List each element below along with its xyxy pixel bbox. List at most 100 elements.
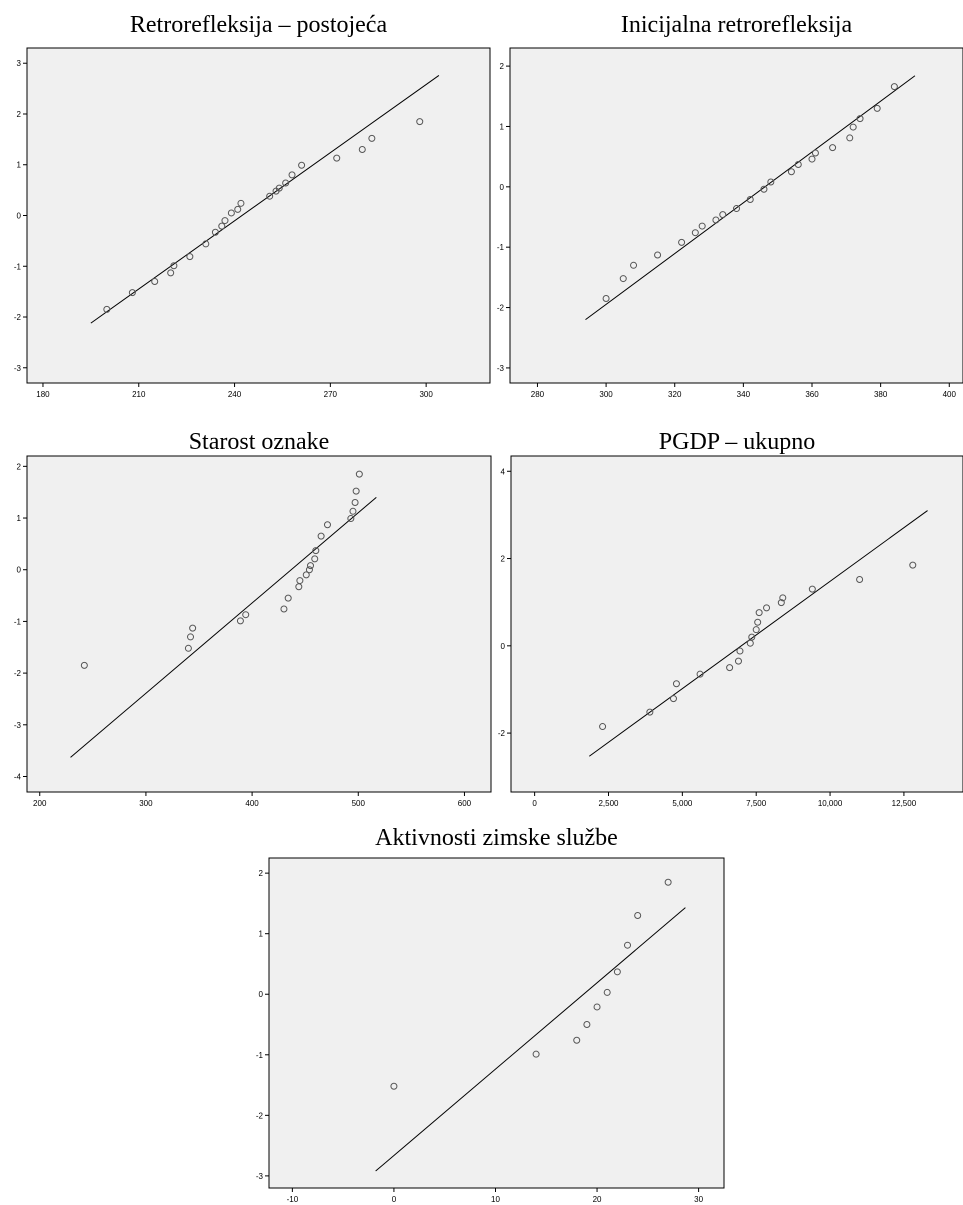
data-point [646, 708, 654, 716]
y-tick-label: 0 [501, 642, 506, 651]
data-point [333, 154, 341, 162]
data-point [712, 216, 720, 224]
data-point [347, 515, 355, 523]
data-point [811, 149, 819, 157]
data-point [719, 211, 727, 219]
data-point [726, 664, 734, 672]
data-point [846, 134, 854, 142]
x-tick-label: 300 [599, 390, 613, 399]
y-tick-label: 2 [500, 62, 505, 71]
x-tick-label: 400 [245, 799, 259, 808]
data-point [602, 294, 610, 302]
x-tick-label: 0 [392, 1195, 397, 1204]
y-tick-label: 1 [259, 930, 264, 939]
data-point [237, 199, 245, 207]
data-point [787, 168, 795, 176]
data-point [754, 618, 762, 626]
plot-area [509, 47, 963, 384]
x-tick-label: 20 [593, 1195, 602, 1204]
data-point [242, 611, 250, 619]
data-point [746, 196, 754, 204]
y-tick-label: -3 [14, 364, 22, 373]
reference-line [375, 907, 686, 1172]
data-point [302, 571, 310, 579]
data-point [202, 240, 210, 248]
y-tick-label: -1 [14, 617, 22, 626]
data-point [323, 521, 331, 529]
data-point [167, 269, 175, 277]
data-point [282, 179, 290, 187]
data-point [305, 566, 313, 574]
data-point [698, 222, 706, 230]
data-point [890, 83, 898, 91]
data-point [678, 238, 686, 246]
data-point [829, 144, 837, 152]
x-tick-label: 10,000 [818, 799, 843, 808]
data-point [669, 695, 677, 703]
data-point [128, 289, 136, 297]
data-point [909, 561, 917, 569]
data-point [151, 277, 159, 285]
reference-line [90, 75, 440, 324]
x-tick-label: 380 [874, 390, 888, 399]
data-point [266, 192, 274, 200]
data-point [349, 507, 357, 515]
plot-area [26, 47, 491, 384]
y-tick-label: 0 [500, 183, 505, 192]
y-tick-label: 1 [500, 122, 505, 131]
data-point [368, 134, 376, 142]
data-point [634, 912, 642, 920]
data-point [733, 205, 740, 213]
data-point [593, 1003, 601, 1011]
data-point [808, 585, 816, 593]
data-point [184, 644, 192, 652]
reference-line [70, 496, 377, 758]
y-tick-label: -2 [14, 313, 22, 322]
x-tick-label: 7,500 [746, 799, 767, 808]
data-point [306, 562, 314, 570]
x-tick-label: 300 [139, 799, 153, 808]
x-tick-label: 200 [33, 799, 47, 808]
data-point [288, 171, 296, 179]
x-tick-label: 2,500 [598, 799, 619, 808]
data-point [80, 661, 88, 669]
chart-title: Starost oznake [189, 429, 330, 455]
data-point [317, 532, 325, 540]
x-tick-label: 0 [532, 799, 537, 808]
y-tick-label: -2 [498, 729, 506, 738]
y-tick-label: 1 [17, 514, 22, 523]
data-point [624, 941, 632, 949]
data-point [298, 161, 306, 169]
data-point [873, 104, 881, 112]
data-point [664, 878, 672, 886]
data-point [416, 118, 424, 126]
data-point [358, 146, 366, 154]
data-point [849, 123, 857, 131]
x-tick-label: 300 [419, 390, 433, 399]
data-point [351, 499, 359, 507]
x-tick-label: 600 [458, 799, 472, 808]
y-tick-label: 2 [501, 555, 506, 564]
x-tick-label: 360 [805, 390, 819, 399]
x-tick-label: -10 [287, 1195, 299, 1204]
reference-line [585, 75, 916, 321]
x-tick-label: 340 [737, 390, 751, 399]
data-point [613, 968, 621, 976]
y-tick-label: -2 [497, 304, 505, 313]
data-point [748, 633, 756, 641]
data-point [734, 657, 742, 665]
chart-title: Aktivnosti zimske službe [375, 825, 618, 851]
data-point [696, 670, 704, 678]
x-tick-label: 400 [943, 390, 957, 399]
y-tick-label: 0 [17, 212, 22, 221]
y-tick-label: 0 [17, 566, 22, 575]
data-point [189, 624, 197, 632]
y-tick-label: -3 [256, 1172, 264, 1181]
data-point [736, 647, 744, 655]
plot-area [26, 455, 492, 793]
data-point [311, 555, 319, 563]
x-tick-label: 5,000 [672, 799, 693, 808]
data-point [355, 470, 363, 478]
chart-4: PGDP – ukupno -2 0 2 4 0 2,500 5,000 7,500 10,000… [498, 429, 963, 808]
data-point [218, 222, 226, 230]
